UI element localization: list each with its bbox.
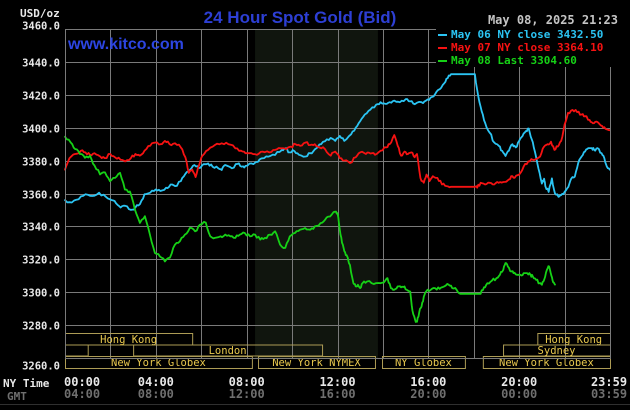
session-label: Hong Kong bbox=[545, 334, 602, 346]
chart-datetime: May 08, 2025 21:23 bbox=[487, 13, 618, 27]
legend: May 06 NY close 3432.50 May 07 NY close 3… bbox=[436, 28, 628, 67]
session-label: New York Globex bbox=[499, 357, 594, 369]
y-axis-units-label: USD/oz bbox=[20, 7, 60, 20]
legend-row: May 08 Last 3304.60 bbox=[436, 53, 628, 67]
series-line-may-08 bbox=[64, 135, 556, 323]
legend-label: May 08 Last 3304.60 bbox=[451, 53, 577, 67]
legend-row: May 06 NY close 3432.50 bbox=[436, 27, 628, 41]
y-tick-label: 3380.0 bbox=[22, 157, 60, 169]
x-tick-ny-time: 08:00 bbox=[229, 375, 265, 389]
legend-dash-icon bbox=[438, 33, 447, 36]
session-box bbox=[382, 356, 466, 369]
x-tick-gmt: 20:00 bbox=[410, 387, 446, 401]
legend-dash-icon bbox=[438, 46, 447, 49]
x-tick-ny-time: 04:00 bbox=[138, 375, 174, 389]
y-tick-label: 3460.0 bbox=[22, 21, 60, 33]
y-tick-label: 3320.0 bbox=[22, 255, 60, 267]
x-tick-ny-time: 16:00 bbox=[410, 375, 446, 389]
x-tick-ny-time: 00:00 bbox=[64, 375, 100, 389]
x-tick-gmt: 03:59 bbox=[591, 387, 627, 401]
session-label: Sydney bbox=[538, 345, 576, 357]
x-tick-gmt: 00:00 bbox=[501, 387, 537, 401]
y-tick-label: 3420.0 bbox=[22, 91, 60, 103]
x-tick-ny-time: 23:59 bbox=[591, 375, 627, 389]
session-box bbox=[65, 356, 253, 369]
y-tick-label: 3360.0 bbox=[22, 190, 60, 202]
y-tick-label: 3340.0 bbox=[22, 222, 60, 234]
legend-dash-icon bbox=[438, 59, 447, 62]
ny-time-axis-label: NY Time bbox=[3, 377, 50, 390]
legend-label: May 07 NY close 3364.10 bbox=[451, 40, 604, 54]
x-tick-ny-time: 20:00 bbox=[501, 375, 537, 389]
gmt-axis-label: GMT bbox=[7, 390, 27, 403]
series-line-may-06 bbox=[64, 73, 611, 211]
legend-row: May 07 NY close 3364.10 bbox=[436, 40, 628, 54]
y-tick-label: 3400.0 bbox=[22, 124, 60, 136]
page-title: 24 Hour Spot Gold (Bid) bbox=[203, 8, 397, 27]
session-box bbox=[65, 344, 89, 357]
x-tick-gmt: 12:00 bbox=[229, 387, 265, 401]
y-tick-label: 3260.0 bbox=[22, 361, 60, 373]
session-label: London bbox=[209, 345, 247, 357]
y-tick-label: 3280.0 bbox=[22, 321, 60, 333]
kitco-watermark-link[interactable]: www.kitco.com bbox=[68, 36, 184, 53]
y-tick-label: 3440.0 bbox=[22, 58, 60, 70]
x-tick-gmt: 04:00 bbox=[64, 387, 100, 401]
series-line-may-07 bbox=[64, 109, 611, 189]
session-label: Hong Kong bbox=[100, 334, 157, 346]
y-tick-label: 3300.0 bbox=[22, 288, 60, 300]
session-label: New York NYMEX bbox=[272, 357, 361, 369]
session-label: New York Globex bbox=[111, 357, 206, 369]
nymex-floor-session-band bbox=[255, 29, 378, 358]
session-box bbox=[258, 356, 376, 369]
plot-border bbox=[65, 29, 611, 359]
legend-label: May 06 NY close 3432.50 bbox=[451, 27, 604, 41]
x-tick-gmt: 16:00 bbox=[319, 387, 355, 401]
x-tick-gmt: 08:00 bbox=[138, 387, 174, 401]
session-label: NY Globex bbox=[395, 357, 452, 369]
session-box bbox=[482, 356, 612, 369]
x-tick-ny-time: 12:00 bbox=[319, 375, 355, 389]
